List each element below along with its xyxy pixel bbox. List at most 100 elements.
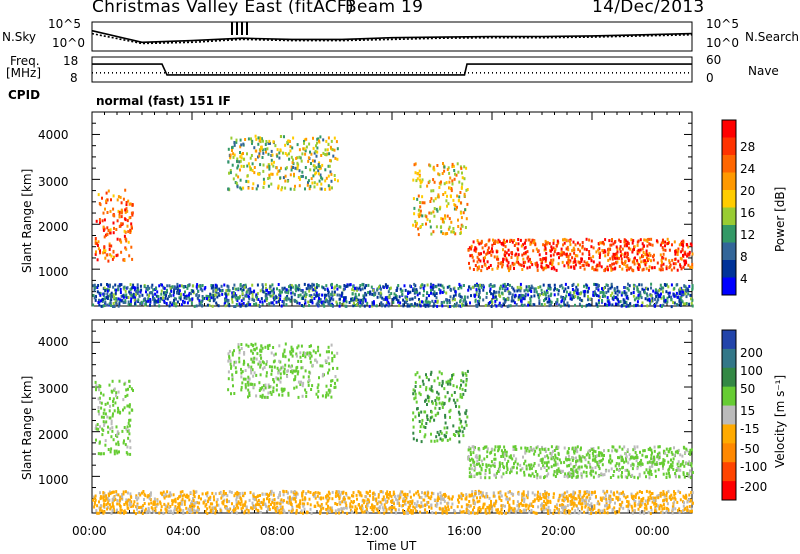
scatter-cell <box>458 412 461 416</box>
scatter-cell <box>148 510 151 514</box>
scatter-cell <box>118 450 120 454</box>
scatter-cell <box>212 296 215 300</box>
scatter-cell <box>235 303 238 306</box>
scatter-cell <box>126 429 129 433</box>
scatter-cell <box>583 294 586 298</box>
velocity-ytick-3000: 3000 <box>38 382 69 396</box>
scatter-cell <box>517 288 520 292</box>
scatter-cell <box>627 282 629 286</box>
scatter-cell <box>519 463 522 467</box>
scatter-cell <box>470 244 473 248</box>
scatter-cell <box>533 452 536 456</box>
scatter-cell <box>560 300 563 304</box>
scatter-cell <box>125 293 128 297</box>
scatter-cell <box>310 152 313 156</box>
scatter-cell <box>112 249 115 253</box>
scatter-cell <box>212 293 215 297</box>
scatter-cell <box>554 247 557 251</box>
scatter-cell <box>616 289 619 293</box>
scatter-cell <box>434 406 437 410</box>
scatter-cell <box>659 268 662 272</box>
scatter-cell <box>241 370 244 374</box>
scatter-cell <box>667 291 670 295</box>
scatter-cell <box>398 304 400 308</box>
scatter-cell <box>602 286 605 290</box>
scatter-cell <box>328 187 331 191</box>
scatter-cell <box>281 393 284 397</box>
scatter-cell <box>497 257 500 261</box>
scatter-cell <box>660 287 663 291</box>
scatter-cell <box>128 403 131 407</box>
scatter-cell <box>336 147 339 151</box>
scatter-cell <box>112 221 115 225</box>
scatter-cell <box>304 301 307 305</box>
scatter-cell <box>520 299 522 303</box>
scatter-cell <box>377 291 380 295</box>
scatter-cell <box>441 232 444 235</box>
scatter-cell <box>635 459 638 463</box>
scatter-cell <box>247 363 250 367</box>
scatter-cell <box>313 181 316 185</box>
scatter-cell <box>658 451 661 455</box>
scatter-cell <box>271 301 274 305</box>
scatter-cell <box>115 425 118 429</box>
scatter-cell <box>309 286 312 290</box>
scatter-cell <box>448 301 451 305</box>
scatter-cell <box>255 346 258 350</box>
scatter-cell <box>598 301 600 305</box>
scatter-cell <box>450 393 453 397</box>
scatter-cell <box>416 500 419 504</box>
scatter-cell <box>107 425 109 429</box>
scatter-cell <box>179 294 182 298</box>
scatter-cell <box>511 508 514 512</box>
scatter-cell <box>611 255 614 259</box>
scatter-cell <box>315 144 317 148</box>
scatter-cell <box>501 287 504 291</box>
scatter-cell <box>467 455 470 458</box>
scatter-cell <box>666 300 669 304</box>
scatter-cell <box>336 157 339 161</box>
scatter-cell <box>536 265 539 269</box>
scatter-cell <box>676 462 679 466</box>
scatter-cell <box>687 252 690 256</box>
scatter-cell <box>112 302 115 305</box>
scatter-cell <box>465 373 468 377</box>
scatter-cell <box>315 285 318 289</box>
scatter-cell <box>662 466 664 470</box>
scatter-cell <box>125 498 128 502</box>
velocity-panel <box>92 342 694 516</box>
scatter-cell <box>523 462 526 466</box>
scatter-cell <box>125 239 128 243</box>
scatter-cell <box>257 303 260 307</box>
scatter-cell <box>287 291 290 295</box>
scatter-cell <box>426 283 429 287</box>
scatter-cell <box>270 369 273 373</box>
scatter-cell <box>253 298 256 302</box>
scatter-cell <box>121 429 124 433</box>
scatter-cell <box>445 434 447 438</box>
scatter-cell <box>426 403 428 406</box>
scatter-cell <box>241 381 244 385</box>
scatter-cell <box>258 360 261 364</box>
scatter-cell <box>551 248 553 252</box>
scatter-cell <box>502 302 505 306</box>
scatter-cell <box>115 254 118 258</box>
scatter-cell <box>497 508 499 512</box>
scatter-cell <box>284 342 287 346</box>
scatter-cell <box>641 242 644 246</box>
scatter-cell <box>523 241 526 245</box>
scatter-cell <box>236 157 239 161</box>
scatter-cell <box>116 198 119 202</box>
scatter-cell <box>536 445 539 449</box>
scatter-cell <box>439 289 442 293</box>
scatter-cell <box>321 374 324 378</box>
scatter-cell <box>261 156 264 159</box>
scatter-cell <box>359 304 362 308</box>
scatter-cell <box>478 265 481 269</box>
scatter-cell <box>342 302 345 306</box>
scatter-cell <box>517 260 519 264</box>
scatter-cell <box>549 451 552 455</box>
scatter-cell <box>633 260 636 264</box>
scatter-cell <box>256 283 259 287</box>
scatter-cell <box>373 301 375 305</box>
